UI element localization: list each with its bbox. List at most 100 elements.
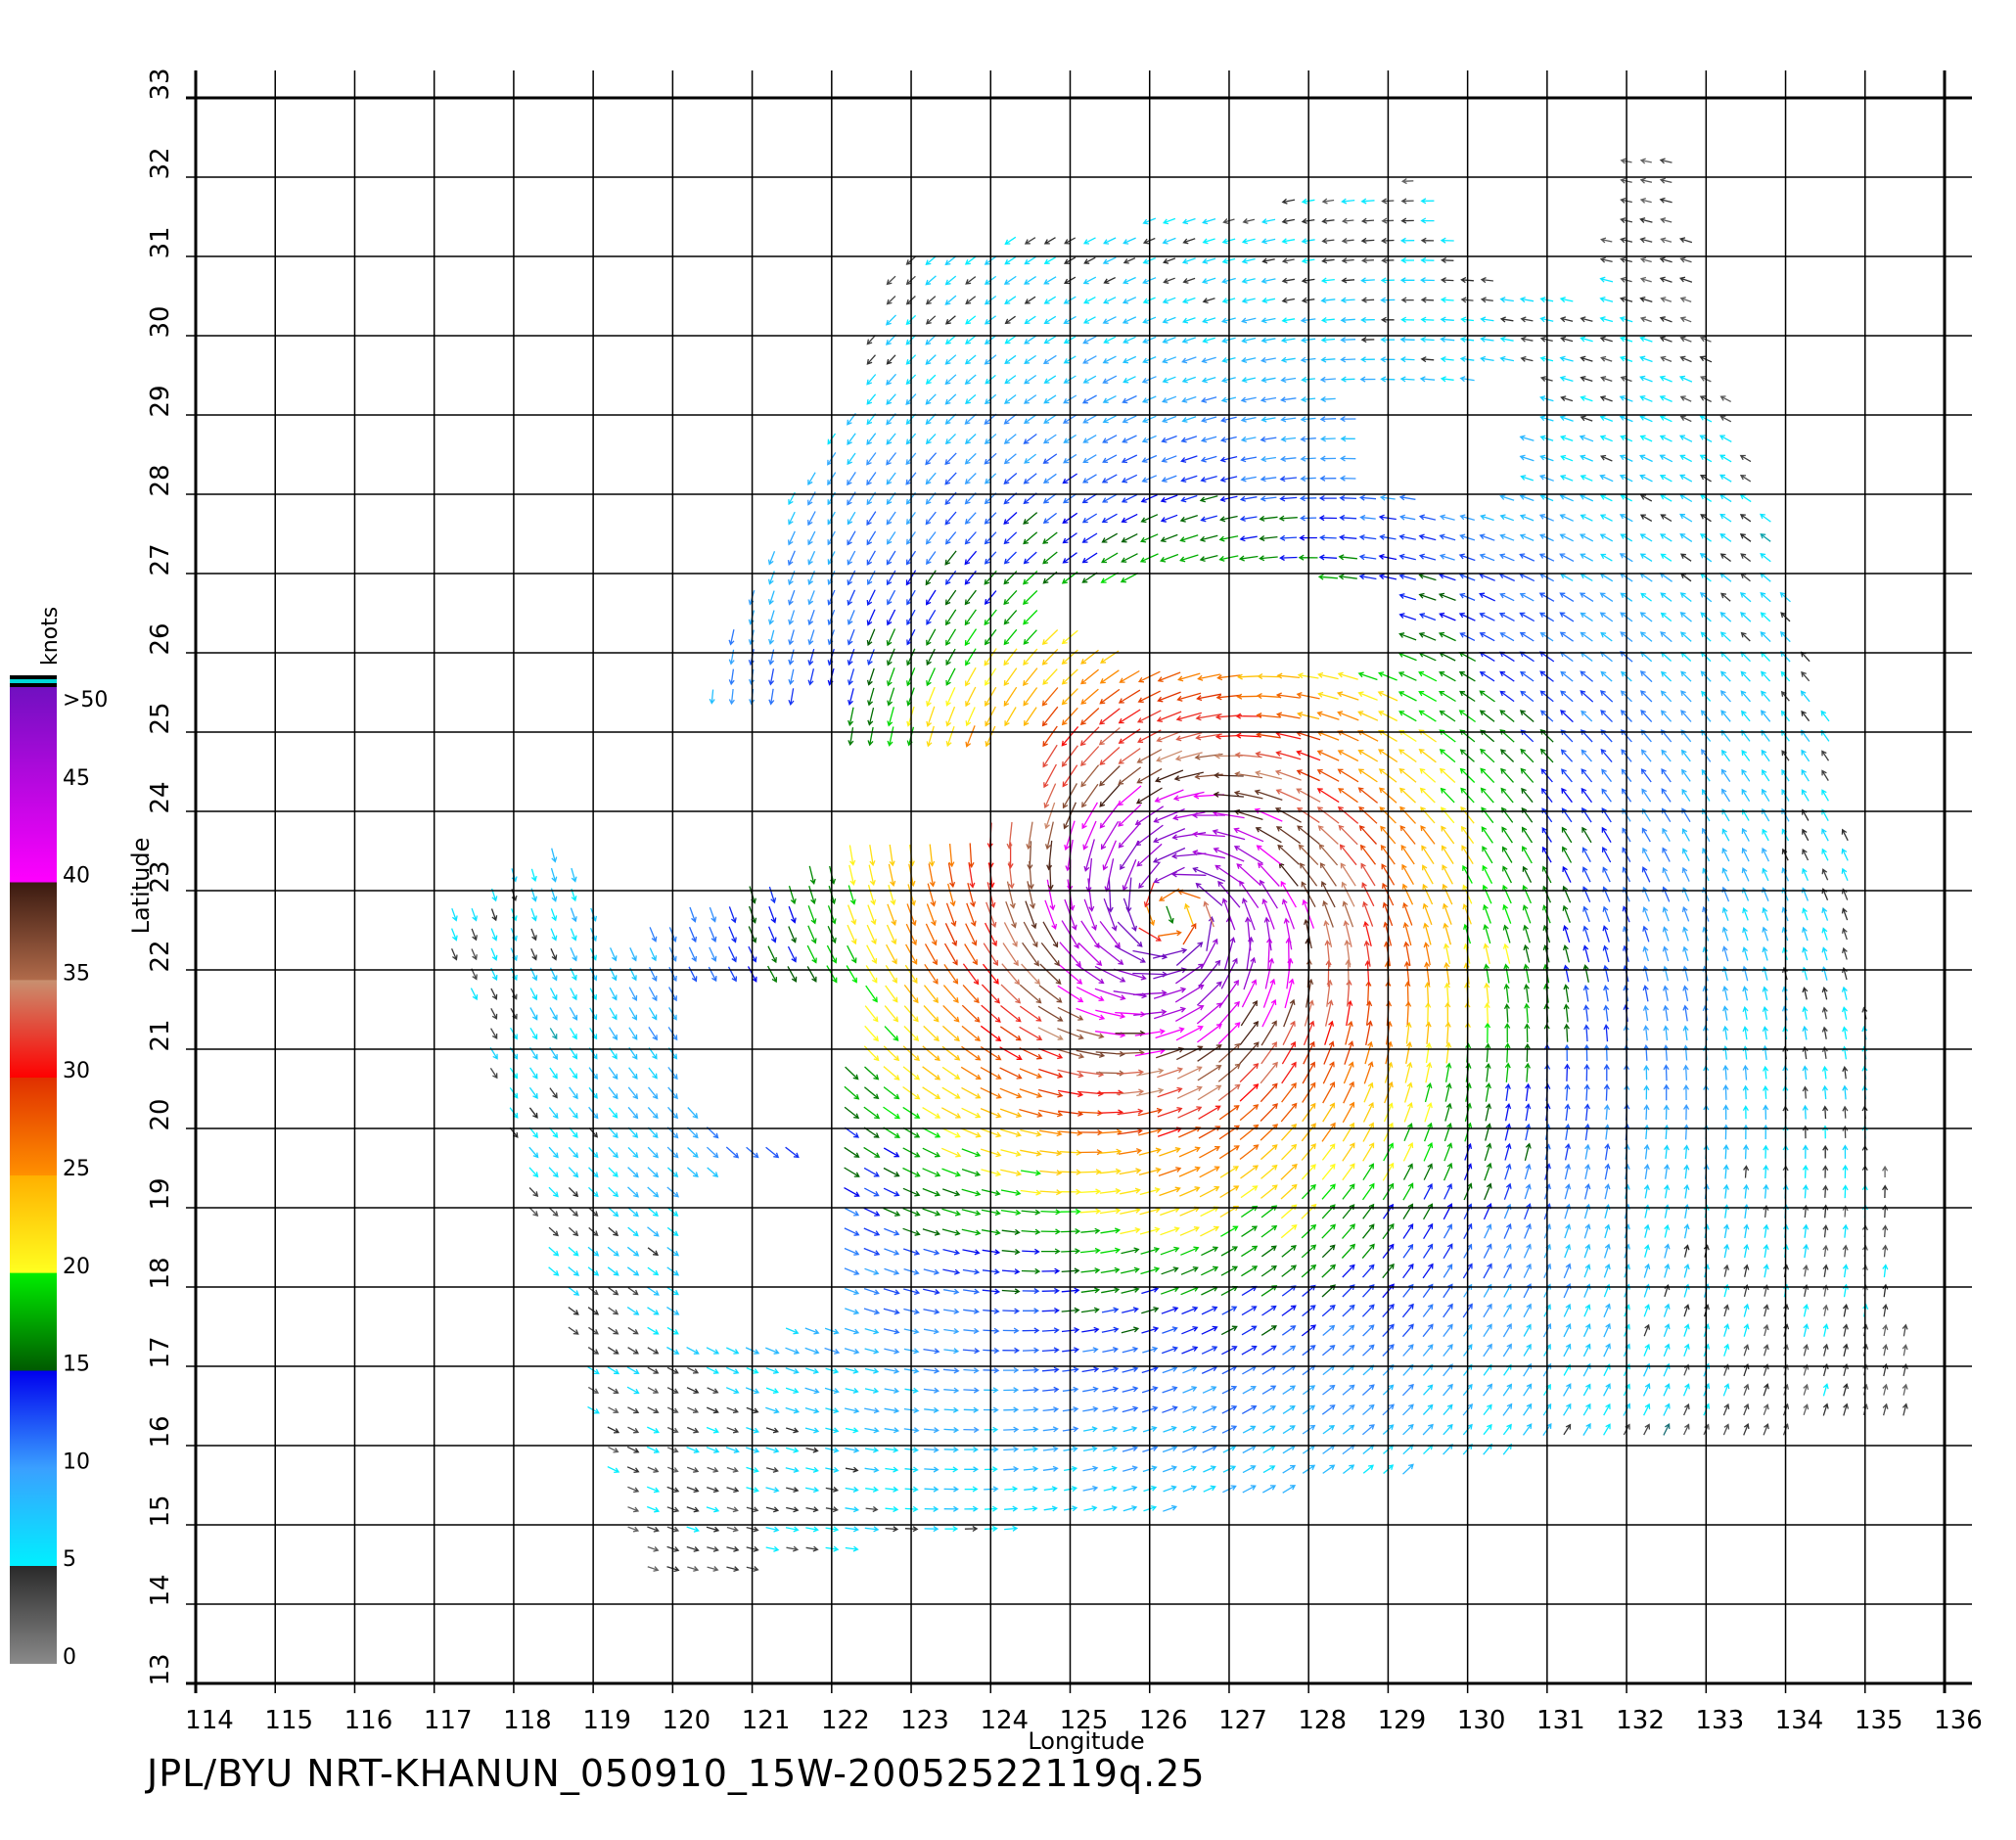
wind-vector bbox=[1118, 1127, 1143, 1135]
wind-vector bbox=[1175, 712, 1202, 722]
wind-vector bbox=[1321, 1183, 1336, 1200]
wind-vector bbox=[1240, 1000, 1258, 1027]
wind-vector bbox=[1080, 1247, 1101, 1254]
wind-vector bbox=[1564, 1103, 1571, 1121]
wind-vector bbox=[1442, 864, 1453, 885]
wind-vector bbox=[1202, 298, 1215, 304]
wind-vector bbox=[728, 906, 737, 924]
wind-vector bbox=[627, 1326, 639, 1335]
wind-vector bbox=[864, 1407, 880, 1414]
wind-vector bbox=[1260, 238, 1276, 245]
x-tick-label: 131 bbox=[1536, 1706, 1585, 1735]
wind-vector bbox=[1080, 668, 1100, 685]
wind-vector bbox=[1499, 592, 1515, 602]
wind-vector bbox=[1438, 690, 1456, 703]
wind-vector bbox=[1559, 592, 1575, 602]
wind-vector bbox=[725, 1447, 740, 1453]
wind-vector bbox=[1179, 534, 1199, 543]
wind-vector bbox=[1740, 651, 1751, 663]
wind-vector bbox=[1440, 316, 1454, 323]
wind-vector bbox=[1482, 846, 1493, 864]
wind-vector bbox=[1679, 592, 1692, 603]
wind-vector bbox=[1160, 514, 1178, 523]
wind-vector bbox=[1099, 921, 1121, 948]
wind-vector bbox=[1280, 337, 1296, 344]
wind-vector bbox=[1241, 317, 1257, 324]
wind-vector bbox=[1206, 916, 1214, 951]
wind-vector bbox=[1419, 767, 1437, 783]
x-tick-label: 114 bbox=[185, 1706, 234, 1735]
wind-vector bbox=[1359, 844, 1377, 865]
wind-vector bbox=[1402, 1182, 1414, 1201]
wind-vector bbox=[844, 1146, 860, 1158]
wind-vector bbox=[1484, 1022, 1491, 1043]
wind-vector bbox=[788, 886, 797, 905]
wind-vector bbox=[1523, 943, 1531, 963]
wind-vector bbox=[1584, 1143, 1591, 1160]
wind-vector bbox=[1020, 1170, 1041, 1176]
wind-vector bbox=[1261, 257, 1275, 264]
wind-vector bbox=[550, 947, 558, 961]
wind-vector bbox=[1742, 1084, 1749, 1100]
wind-vector bbox=[1520, 690, 1535, 703]
wind-vector bbox=[1043, 763, 1057, 789]
wind-vector bbox=[1003, 453, 1017, 465]
wind-vector bbox=[847, 511, 856, 526]
wind-vector bbox=[1463, 962, 1470, 985]
wind-vector bbox=[568, 1307, 579, 1315]
wind-vector bbox=[1503, 1182, 1512, 1200]
wind-vector bbox=[1340, 297, 1355, 303]
wind-vector bbox=[1003, 512, 1018, 525]
color-bar-label: 20 bbox=[63, 1255, 90, 1279]
wind-vector bbox=[805, 1526, 819, 1533]
wind-vector bbox=[1182, 317, 1196, 324]
wind-vector bbox=[1102, 256, 1117, 265]
wind-vector bbox=[626, 1446, 640, 1453]
wind-vector bbox=[627, 1426, 640, 1434]
wind-vector bbox=[1120, 1187, 1141, 1195]
wind-vector bbox=[648, 1027, 658, 1041]
wind-vector bbox=[1162, 1446, 1178, 1453]
wind-vector bbox=[785, 1327, 800, 1335]
wind-vector bbox=[1281, 1040, 1296, 1065]
wind-vector bbox=[530, 947, 537, 961]
wind-vector bbox=[1041, 706, 1059, 727]
wind-vector bbox=[1152, 947, 1188, 959]
wind-vector bbox=[1519, 297, 1535, 303]
wind-vector bbox=[1162, 316, 1176, 324]
wind-vector bbox=[707, 1545, 719, 1552]
wind-vector bbox=[1080, 688, 1099, 705]
wind-vector bbox=[886, 472, 896, 485]
wind-vector bbox=[1502, 1423, 1512, 1436]
wind-vector bbox=[1023, 473, 1037, 484]
wind-vector bbox=[1579, 533, 1594, 542]
wind-vector bbox=[1280, 356, 1296, 363]
wind-vector bbox=[927, 883, 937, 907]
wind-vector bbox=[1179, 554, 1199, 563]
wind-vector bbox=[1580, 573, 1593, 582]
wind-vector bbox=[1019, 1068, 1042, 1080]
wind-vector bbox=[728, 689, 735, 706]
wind-vector bbox=[867, 904, 877, 926]
wind-vector bbox=[1441, 256, 1454, 264]
wind-vector bbox=[1582, 964, 1589, 983]
wind-vector bbox=[1503, 1203, 1512, 1219]
wind-vector bbox=[1643, 1143, 1650, 1160]
wind-vector bbox=[1502, 1343, 1512, 1357]
wind-vector bbox=[1740, 690, 1751, 703]
wind-vector bbox=[1101, 1307, 1120, 1313]
wind-vector bbox=[1718, 435, 1732, 442]
wind-vector bbox=[845, 1526, 859, 1533]
wind-vector bbox=[1743, 1323, 1750, 1337]
wind-vector bbox=[1021, 1228, 1041, 1235]
wind-vector bbox=[1659, 336, 1672, 343]
wind-vector bbox=[1337, 671, 1358, 680]
wind-vector bbox=[864, 1466, 880, 1473]
wind-vector bbox=[1524, 1023, 1531, 1043]
wind-vector bbox=[551, 848, 558, 863]
wind-vector bbox=[1443, 1423, 1453, 1436]
wind-vector bbox=[646, 1286, 660, 1296]
wind-vector bbox=[1679, 513, 1693, 523]
wind-vector bbox=[1501, 806, 1514, 823]
wind-vector bbox=[1599, 651, 1613, 663]
